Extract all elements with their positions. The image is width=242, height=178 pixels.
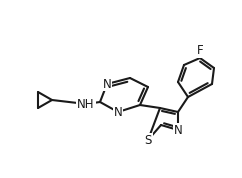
Text: NH: NH [77, 98, 95, 111]
Text: N: N [114, 106, 122, 119]
Text: F: F [197, 44, 203, 57]
Text: N: N [174, 124, 182, 137]
Text: N: N [103, 77, 111, 90]
Text: S: S [144, 134, 152, 146]
